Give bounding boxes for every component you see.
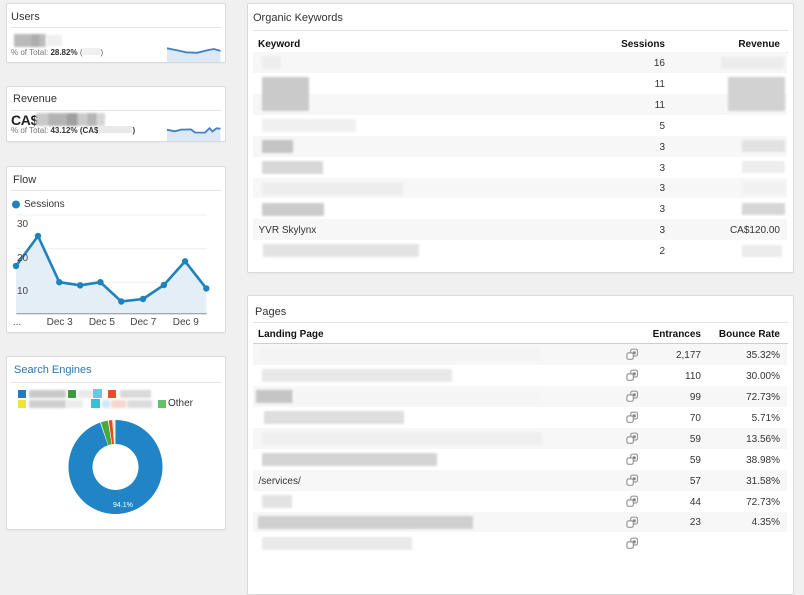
svg-text:94.1%: 94.1% [113,502,133,509]
